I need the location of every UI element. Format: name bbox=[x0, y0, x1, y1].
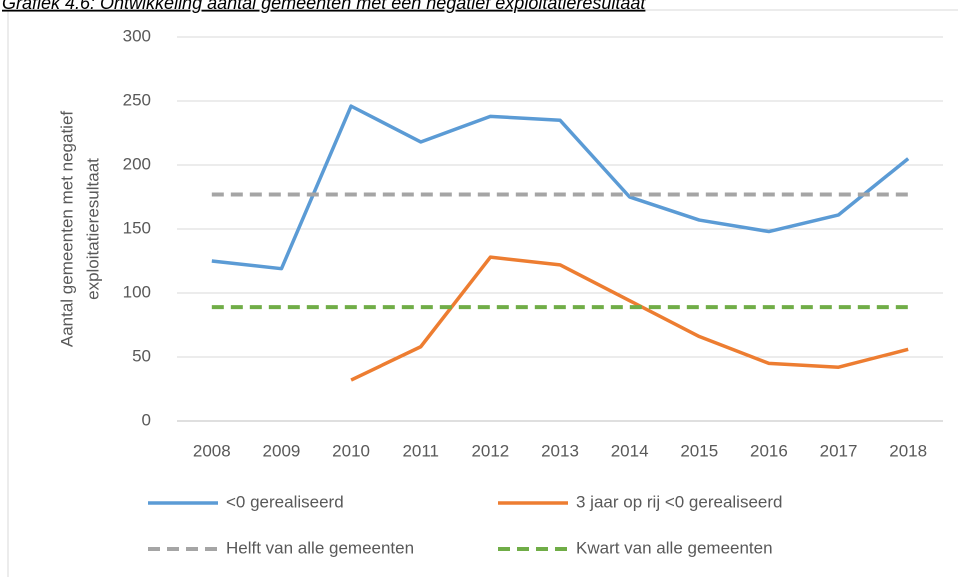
legend-label: <0 gerealiseerd bbox=[226, 492, 344, 511]
x-tick-label: 2013 bbox=[541, 441, 579, 460]
legend-label: Helft van alle gemeenten bbox=[226, 538, 414, 557]
y-tick-label: 100 bbox=[123, 282, 151, 301]
y-tick-label: 50 bbox=[132, 346, 151, 365]
y-axis-label: Aantal gemeenten met negatief bbox=[57, 111, 76, 348]
x-tick-label: 2018 bbox=[889, 441, 927, 460]
x-tick-label: 2008 bbox=[193, 441, 231, 460]
y-axis-label: exploitatieresultaat bbox=[83, 158, 102, 300]
y-tick-label: 250 bbox=[123, 90, 151, 109]
x-tick-label: 2011 bbox=[402, 441, 439, 460]
legend-label: 3 jaar op rij <0 gerealiseerd bbox=[576, 492, 782, 511]
chart-title: Grafiek 4.6: Ontwikkeling aantal gemeent… bbox=[2, 0, 646, 13]
x-tick-label: 2010 bbox=[332, 441, 370, 460]
x-tick-label: 2009 bbox=[263, 441, 301, 460]
x-tick-label: 2016 bbox=[750, 441, 788, 460]
x-tick-label: 2017 bbox=[820, 441, 858, 460]
y-tick-label: 150 bbox=[123, 218, 151, 237]
x-tick-label: 2015 bbox=[680, 441, 718, 460]
x-tick-label: 2014 bbox=[611, 441, 649, 460]
y-tick-label: 300 bbox=[123, 26, 151, 45]
y-tick-label: 200 bbox=[123, 154, 151, 173]
legend-label: Kwart van alle gemeenten bbox=[576, 538, 773, 557]
series-line bbox=[211, 104, 910, 271]
series-line bbox=[350, 255, 909, 382]
x-tick-label: 2012 bbox=[471, 441, 509, 460]
y-tick-label: 0 bbox=[142, 410, 151, 429]
chart-border bbox=[7, 9, 958, 577]
